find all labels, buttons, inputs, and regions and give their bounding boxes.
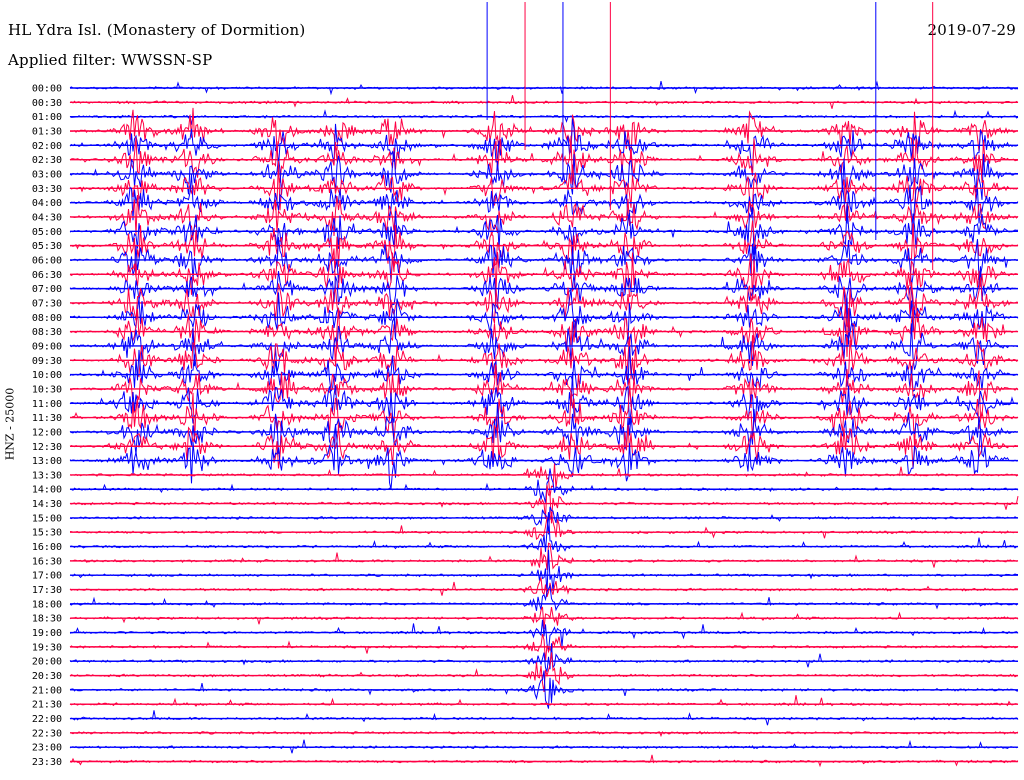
row-time-label: 06:30 [32,270,62,281]
row-time-label: 15:30 [32,528,62,539]
traces [69,2,1019,768]
row-time-label: 01:00 [32,112,62,123]
row-time-label: 11:00 [32,399,62,410]
row-time-label: 04:30 [32,212,62,223]
row-time-label: 10:00 [32,370,62,381]
row-time-label: 23:00 [32,743,62,754]
row-time-label: 20:00 [32,657,62,668]
station-title: HL Ydra Isl. (Monastery of Dormition) [8,21,306,39]
row-time-label: 09:00 [32,341,62,352]
row-time-label: 23:30 [32,757,62,768]
trace-line [69,754,1019,768]
row-time-label: 18:00 [32,599,62,610]
row-time-label: 21:00 [32,685,62,696]
row-time-label: 10:30 [32,384,62,395]
row-time-label: 09:30 [32,356,62,367]
row-time-label: 17:30 [32,585,62,596]
row-time-label: 14:30 [32,499,62,510]
row-time-label: 22:00 [32,714,62,725]
row-time-label: 19:00 [32,628,62,639]
trace-line [69,463,1019,497]
row-time-label: 16:30 [32,556,62,567]
row-time-label: 12:30 [32,442,62,453]
row-time-label: 13:30 [32,470,62,481]
trace-line [69,506,1019,535]
trace-line [69,542,1019,570]
trace-line [69,730,1019,738]
row-time-label: 14:00 [32,485,62,496]
row-time-label: 02:30 [32,155,62,166]
trace-line [69,346,1019,393]
trace-line [69,151,1018,200]
row-time-label: 05:30 [32,241,62,252]
row-time-label: 20:30 [32,671,62,682]
row-time-label: 01:30 [32,126,62,137]
row-time-label: 00:00 [32,84,62,95]
trace-line [69,710,1019,726]
row-time-label: 08:30 [32,327,62,338]
trace-line [69,371,1019,425]
trace-line [69,304,1019,365]
plot-date: 2019-07-29 [927,21,1016,39]
row-time-label: 06:00 [32,255,62,266]
row-time-label: 04:00 [32,198,62,209]
row-time-label: 07:30 [32,298,62,309]
row-time-label: 16:00 [32,542,62,553]
row-time-label: 00:30 [32,98,62,109]
filter-label: Applied filter: WWSSN-SP [8,51,213,69]
row-time-label: 03:00 [32,169,62,180]
trace-line [69,386,1019,447]
row-time-label: 11:30 [32,413,62,424]
row-time-label: 21:30 [32,700,62,711]
trace-line [69,160,1019,212]
row-time-label: 03:30 [32,184,62,195]
row-time-label: 12:00 [32,427,62,438]
trace-line [69,739,1019,754]
row-time-label: 15:00 [32,513,62,524]
row-time-label: 02:00 [32,141,62,152]
row-time-label: 13:00 [32,456,62,467]
row-time-label: 22:30 [32,728,62,739]
row-labels: 00:00 00:30 01:00 01:30 02:00 02:30 03:00 03:30… [32,84,62,769]
row-time-label: 07:00 [32,284,62,295]
trace-line [69,248,1019,301]
row-time-label: 05:00 [32,227,62,238]
row-time-label: 08:00 [32,313,62,324]
row-time-label: 18:30 [32,614,62,625]
row-time-label: 17:00 [32,571,62,582]
row-time-label: 19:30 [32,642,62,653]
